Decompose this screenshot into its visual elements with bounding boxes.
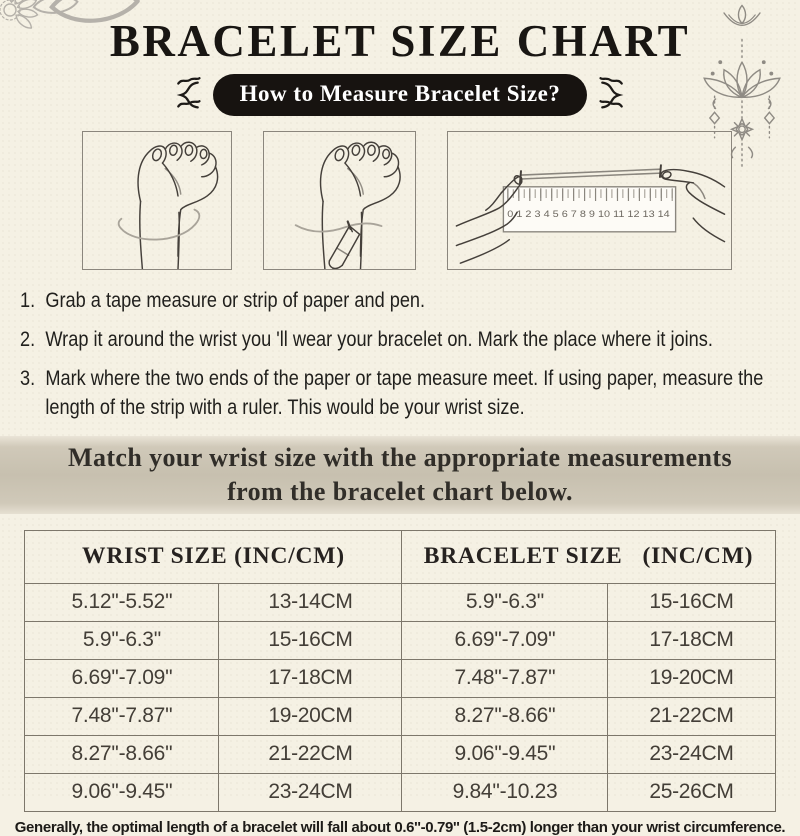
- table-cell: 5.9''-6.3'': [401, 582, 609, 622]
- table-cell: 15-16CM: [218, 620, 403, 660]
- ruler-measure-illustration: 0 1 2 3 4 5 6 7 8 9 10 11 12 13 14: [447, 131, 732, 271]
- banner-line-2: from the bracelet chart below.: [227, 476, 573, 506]
- table-cell: 5.12''-5.52'': [24, 582, 220, 622]
- table-header-row: WRIST SIZE (INC/CM) BRACELET SIZE (INC/C…: [24, 529, 776, 584]
- table-cell: 7.48''-7.87'': [24, 696, 220, 736]
- step-number: 3.: [20, 365, 36, 390]
- ruler-numbers: 0 1 2 3 4 5 6 7 8 9 10 11 12 13 14: [507, 209, 670, 219]
- wrist-mark-illustration: [263, 131, 416, 271]
- match-size-banner: Match your wrist size with the appropria…: [0, 435, 800, 514]
- instruction-step-1: 1. Grab a tape measure or strip of paper…: [20, 286, 791, 316]
- page-title: BRACELET SIZE CHART: [109, 16, 691, 66]
- hands-with-ruler-icon: 0 1 2 3 4 5 6 7 8 9 10 11 12 13 14: [455, 164, 726, 265]
- table-cell: 23-24CM: [607, 734, 776, 774]
- table-cell: 19-20CM: [607, 658, 776, 698]
- table-cell: 25-26CM: [607, 772, 776, 812]
- table-cell: 5.9''-6.3'': [24, 620, 220, 660]
- wrist-tape-illustration: [82, 131, 232, 271]
- table-cell: 17-18CM: [218, 658, 403, 698]
- step-text: Grab a tape measure or strip of paper an…: [45, 288, 426, 313]
- table-row: 8.27''-8.66'' 21-22CM 9.06''-9.45'' 23-2…: [24, 734, 776, 774]
- banner-line-1: Match your wrist size with the appropria…: [68, 443, 732, 473]
- bracelet-size-header: BRACELET SIZE (INC/CM): [401, 529, 776, 584]
- size-chart-table: WRIST SIZE (INC/CM) BRACELET SIZE (INC/C…: [24, 529, 776, 812]
- table-cell: 9.06''-9.45'': [401, 734, 609, 774]
- step-number: 2.: [20, 326, 36, 351]
- instruction-step-3: 3. Mark where the two ends of the paper …: [20, 364, 791, 423]
- hand-with-tape-icon: [117, 141, 219, 270]
- table-cell: 19-20CM: [218, 696, 403, 736]
- step-text: Wrap it around the wrist you 'll wear yo…: [45, 326, 713, 351]
- hand-with-pen-icon: [294, 141, 401, 270]
- table-cell: 23-24CM: [218, 772, 403, 812]
- table-cell: 8.27''-8.66'': [401, 696, 609, 736]
- flourish-left-icon: [176, 77, 201, 109]
- table-cell: 21-22CM: [218, 734, 403, 774]
- footer-note: Generally, the optimal length of a brace…: [14, 818, 786, 836]
- table-row: 7.48''-7.87'' 19-20CM 8.27''-8.66'' 21-2…: [24, 696, 776, 736]
- step-number: 1.: [20, 288, 36, 313]
- table-cell: 6.69''-7.09'': [24, 658, 220, 698]
- table-cell: 6.69''-7.09'': [401, 620, 609, 660]
- table-cell: 9.84''-10.23: [401, 772, 609, 812]
- table-row: 5.9''-6.3'' 15-16CM 6.69''-7.09'' 17-18C…: [24, 620, 776, 660]
- table-row: 5.12''-5.52'' 13-14CM 5.9''-6.3'' 15-16C…: [24, 582, 776, 622]
- flourish-right-icon: [599, 77, 624, 109]
- table-row: 6.69''-7.09'' 17-18CM 7.48''-7.87'' 19-2…: [24, 658, 776, 698]
- table-row: 9.06''-9.45'' 23-24CM 9.84''-10.23 25-26…: [24, 772, 776, 812]
- table-cell: 17-18CM: [607, 620, 776, 660]
- instruction-step-2: 2. Wrap it around the wrist you 'll wear…: [20, 325, 791, 355]
- wrist-size-header: WRIST SIZE (INC/CM): [24, 529, 403, 584]
- illustration-row: 0 1 2 3 4 5 6 7 8 9 10 11 12 13 14: [0, 131, 800, 272]
- table-cell: 9.06''-9.45'': [24, 772, 220, 812]
- table-cell: 21-22CM: [607, 696, 776, 736]
- how-to-measure-badge: How to Measure Bracelet Size?: [212, 74, 588, 117]
- step-text: Mark where the two ends of the paper or …: [45, 365, 764, 420]
- table-cell: 8.27''-8.66'': [24, 734, 220, 774]
- table-cell: 13-14CM: [218, 582, 403, 622]
- instructions-list: 1. Grab a tape measure or strip of paper…: [20, 286, 791, 423]
- table-cell: 15-16CM: [607, 582, 776, 622]
- table-cell: 7.48''-7.87'': [401, 658, 609, 698]
- badge-row: How to Measure Bracelet Size?: [0, 74, 800, 117]
